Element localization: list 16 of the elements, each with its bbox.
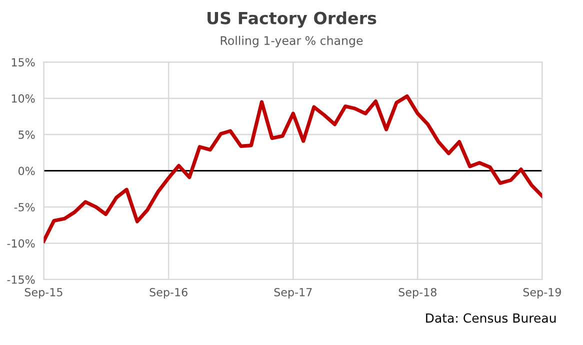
y-tick-label: 15% (12, 58, 35, 66)
y-tick-label: -10% (7, 239, 35, 248)
chart-title: US Factory Orders (208, 11, 376, 28)
y-tick-label: 10% (12, 94, 35, 103)
y-tick-label: 5% (18, 130, 35, 139)
x-tick-label: Sep-15 (24, 288, 62, 299)
y-tick-label: -15% (7, 275, 35, 284)
y-tick-label: 0% (18, 166, 35, 176)
text: Data: Census Bureau (426, 313, 556, 323)
x-tick-label: Sep-17 (274, 288, 312, 299)
x-tick-label: Sep-19 (523, 288, 561, 299)
chart-subtitle: Rolling 1-year % change (220, 36, 363, 48)
y-tick-label: -5% (14, 202, 35, 212)
x-tick-label: Sep-18 (398, 288, 436, 299)
x-tick-label: Sep-16 (150, 288, 188, 299)
line-series (44, 94, 542, 243)
